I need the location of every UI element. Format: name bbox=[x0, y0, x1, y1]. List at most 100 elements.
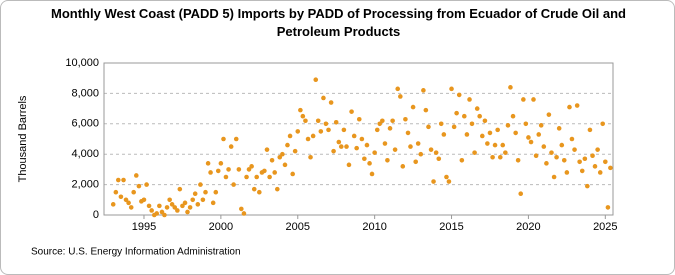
point bbox=[436, 156, 442, 162]
point bbox=[405, 130, 411, 136]
point bbox=[269, 157, 275, 163]
point bbox=[262, 168, 267, 174]
point bbox=[182, 200, 188, 206]
point bbox=[128, 205, 134, 210]
point bbox=[549, 150, 554, 155]
point bbox=[349, 109, 354, 114]
point bbox=[298, 107, 303, 113]
point bbox=[395, 86, 401, 92]
point bbox=[372, 150, 377, 155]
point bbox=[344, 144, 349, 149]
point bbox=[254, 174, 259, 180]
point bbox=[144, 182, 149, 187]
point bbox=[282, 162, 288, 168]
point bbox=[303, 118, 308, 124]
x-tick-label: 2015 bbox=[439, 221, 463, 233]
point bbox=[231, 182, 236, 187]
point bbox=[523, 121, 529, 127]
point bbox=[213, 189, 219, 195]
point bbox=[418, 151, 424, 157]
point bbox=[554, 154, 559, 160]
point bbox=[479, 133, 485, 139]
chart-title: Monthly West Coast (PADD 5) Imports by P… bbox=[51, 6, 626, 39]
point bbox=[464, 132, 470, 137]
point bbox=[210, 200, 216, 206]
point bbox=[608, 165, 613, 171]
point bbox=[346, 162, 352, 168]
point bbox=[290, 171, 295, 177]
point bbox=[300, 113, 306, 119]
point bbox=[185, 209, 190, 215]
point bbox=[603, 159, 608, 165]
point bbox=[500, 142, 506, 148]
point bbox=[215, 168, 221, 174]
point bbox=[280, 151, 285, 157]
point bbox=[336, 139, 342, 145]
point bbox=[369, 171, 375, 177]
point bbox=[472, 150, 477, 155]
point bbox=[398, 94, 403, 99]
point bbox=[341, 127, 347, 133]
y-tick-label: 2,000 bbox=[71, 179, 99, 191]
y-tick-label: 4,000 bbox=[71, 148, 99, 160]
point bbox=[446, 179, 452, 184]
point bbox=[513, 130, 518, 136]
point bbox=[257, 189, 262, 195]
point bbox=[556, 126, 562, 131]
point bbox=[131, 189, 136, 195]
point bbox=[469, 121, 475, 127]
point bbox=[428, 147, 434, 152]
point bbox=[569, 136, 575, 142]
point bbox=[356, 116, 362, 122]
point bbox=[441, 132, 447, 137]
point bbox=[444, 174, 449, 180]
x-tick-label: 2025 bbox=[593, 221, 617, 233]
point bbox=[267, 174, 272, 180]
point bbox=[164, 205, 170, 210]
point bbox=[487, 130, 493, 136]
point bbox=[123, 197, 129, 203]
point bbox=[518, 191, 524, 197]
point bbox=[505, 123, 511, 128]
point bbox=[118, 194, 124, 200]
point bbox=[382, 141, 388, 146]
point bbox=[461, 113, 467, 119]
point bbox=[277, 154, 283, 160]
point bbox=[495, 127, 500, 133]
point bbox=[321, 95, 326, 101]
point bbox=[285, 142, 290, 148]
point bbox=[113, 189, 119, 195]
point bbox=[218, 161, 224, 166]
point bbox=[195, 202, 201, 207]
point bbox=[175, 208, 180, 213]
point bbox=[510, 113, 516, 119]
point bbox=[295, 129, 301, 134]
point bbox=[579, 168, 585, 174]
point bbox=[264, 147, 270, 152]
point bbox=[331, 148, 336, 154]
point bbox=[577, 159, 582, 165]
point bbox=[421, 88, 426, 93]
point bbox=[415, 141, 421, 146]
point bbox=[385, 157, 390, 163]
y-tick-label: 10,000 bbox=[65, 57, 99, 69]
point bbox=[157, 203, 162, 209]
point bbox=[531, 97, 536, 102]
point bbox=[110, 202, 116, 207]
point bbox=[239, 206, 244, 212]
point bbox=[597, 170, 603, 175]
point bbox=[564, 170, 570, 175]
point bbox=[515, 157, 521, 163]
point bbox=[192, 191, 198, 197]
point bbox=[328, 100, 334, 105]
point bbox=[508, 85, 513, 90]
point bbox=[423, 107, 429, 113]
point bbox=[408, 144, 413, 149]
point bbox=[410, 104, 416, 110]
point bbox=[249, 164, 254, 169]
point bbox=[305, 136, 311, 142]
point bbox=[233, 136, 239, 142]
point bbox=[454, 110, 459, 116]
point bbox=[362, 156, 367, 162]
